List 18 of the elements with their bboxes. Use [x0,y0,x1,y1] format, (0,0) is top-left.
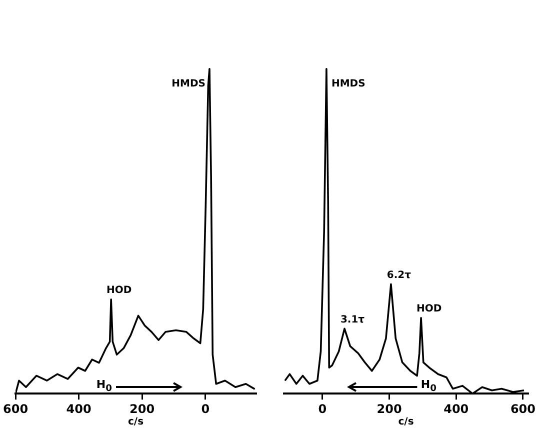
x-tick-label: 400 [66,402,92,416]
x-tick-label: 0 [318,402,327,416]
x-tick-label: 400 [444,402,469,416]
x-tick-label: 0 [201,402,210,416]
annotation: HOD [106,285,132,296]
x-axis-title: c/s [128,416,144,428]
annotation: HMDS [331,78,366,90]
x-tick-label: 200 [130,402,155,416]
annotation: HOD [416,304,442,315]
x-tick-label: 200 [376,402,402,416]
annotation: H$_{0}$ [420,377,436,394]
x-axis-title: c/s [398,416,414,428]
annotation: 3.1τ [340,314,366,326]
annotation: 6.2τ [386,270,412,281]
x-tick-label: 600 [2,402,28,416]
annotation: H$_{0}$ [96,377,112,394]
annotation: HMDS [172,78,206,90]
x-tick-label: 600 [510,402,536,416]
